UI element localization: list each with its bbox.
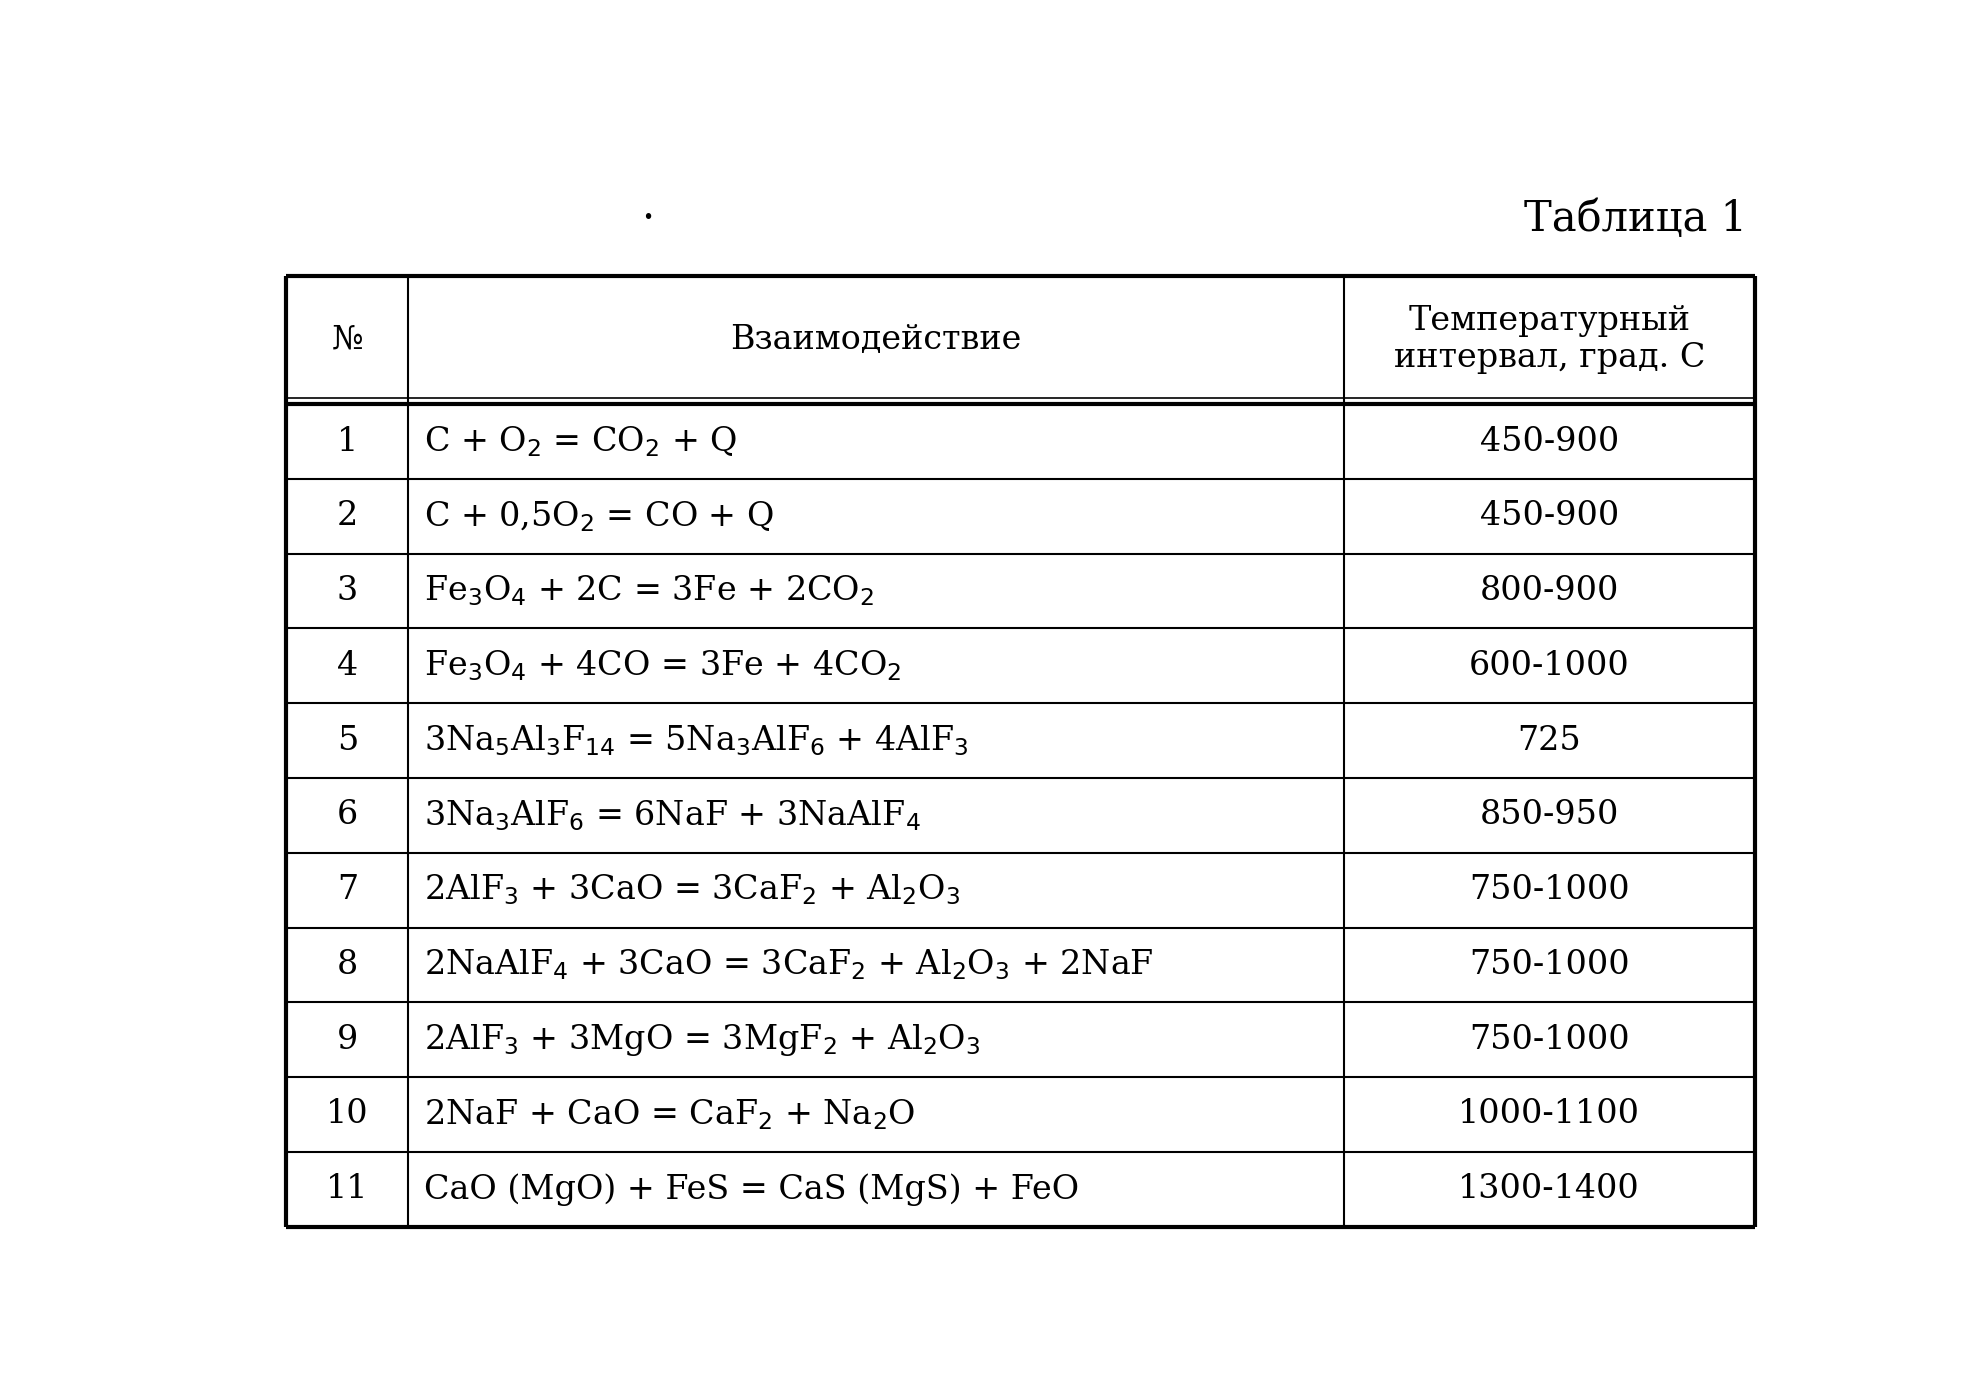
Text: 3Na$_5$Al$_3$F$_{14}$ = 5Na$_3$AlF$_6$ + 4AlF$_3$: 3Na$_5$Al$_3$F$_{14}$ = 5Na$_3$AlF$_6$ +… (425, 724, 968, 757)
Text: C + 0,5O$_2$ = CO + Q: C + 0,5O$_2$ = CO + Q (425, 498, 774, 533)
Text: 750-1000: 750-1000 (1468, 1023, 1629, 1056)
Text: 800-900: 800-900 (1480, 575, 1619, 608)
Text: 2AlF$_3$ + 3MgO = 3MgF$_2$ + Al$_2$O$_3$: 2AlF$_3$ + 3MgO = 3MgF$_2$ + Al$_2$O$_3$ (425, 1022, 980, 1057)
Text: №: № (331, 323, 363, 356)
Text: 2AlF$_3$ + 3CaO = 3CaF$_2$ + Al$_2$O$_3$: 2AlF$_3$ + 3CaO = 3CaF$_2$ + Al$_2$O$_3$ (425, 872, 960, 907)
Text: 600-1000: 600-1000 (1468, 650, 1629, 682)
Text: 1000-1100: 1000-1100 (1458, 1099, 1641, 1130)
Text: 10: 10 (325, 1099, 369, 1130)
Text: 450-900: 450-900 (1480, 426, 1619, 458)
Text: 9: 9 (337, 1023, 357, 1056)
Text: 3Na$_3$AlF$_6$ = 6NaF + 3NaAlF$_4$: 3Na$_3$AlF$_6$ = 6NaF + 3NaAlF$_4$ (425, 798, 921, 833)
Text: 450-900: 450-900 (1480, 500, 1619, 532)
Text: 750-1000: 750-1000 (1468, 874, 1629, 906)
Text: 7: 7 (337, 874, 357, 906)
Text: 5: 5 (337, 725, 357, 756)
Text: Fe$_3$O$_4$ + 4CO = 3Fe + 4CO$_2$: Fe$_3$O$_4$ + 4CO = 3Fe + 4CO$_2$ (425, 648, 901, 683)
Text: ·: · (641, 199, 655, 241)
Text: 2: 2 (337, 500, 357, 532)
Text: 2NaF + CaO = CaF$_2$ + Na$_2$O: 2NaF + CaO = CaF$_2$ + Na$_2$O (425, 1098, 915, 1131)
Text: 725: 725 (1518, 725, 1581, 756)
Text: Fe$_3$O$_4$ + 2C = 3Fe + 2CO$_2$: Fe$_3$O$_4$ + 2C = 3Fe + 2CO$_2$ (425, 574, 873, 609)
Text: 1: 1 (337, 426, 357, 458)
Text: 3: 3 (337, 575, 357, 608)
Text: Таблица 1: Таблица 1 (1524, 199, 1748, 241)
Text: Температурный
интервал, град. С: Температурный интервал, град. С (1393, 305, 1704, 374)
Text: C + O$_2$ = CO$_2$ + Q: C + O$_2$ = CO$_2$ + Q (425, 424, 736, 459)
Text: Взаимодействие: Взаимодействие (730, 323, 1022, 356)
Text: 11: 11 (325, 1173, 369, 1205)
Text: 4: 4 (337, 650, 357, 682)
Text: 850-950: 850-950 (1480, 799, 1619, 832)
Text: 6: 6 (337, 799, 357, 832)
Text: CaO (MgO) + FeS = CaS (MgS) + FeO: CaO (MgO) + FeS = CaS (MgS) + FeO (425, 1173, 1079, 1205)
Text: 8: 8 (337, 949, 357, 981)
Text: 1300-1400: 1300-1400 (1458, 1173, 1641, 1205)
Text: 750-1000: 750-1000 (1468, 949, 1629, 981)
Text: 2NaAlF$_4$ + 3CaO = 3CaF$_2$ + Al$_2$O$_3$ + 2NaF: 2NaAlF$_4$ + 3CaO = 3CaF$_2$ + Al$_2$O$_… (425, 948, 1153, 983)
